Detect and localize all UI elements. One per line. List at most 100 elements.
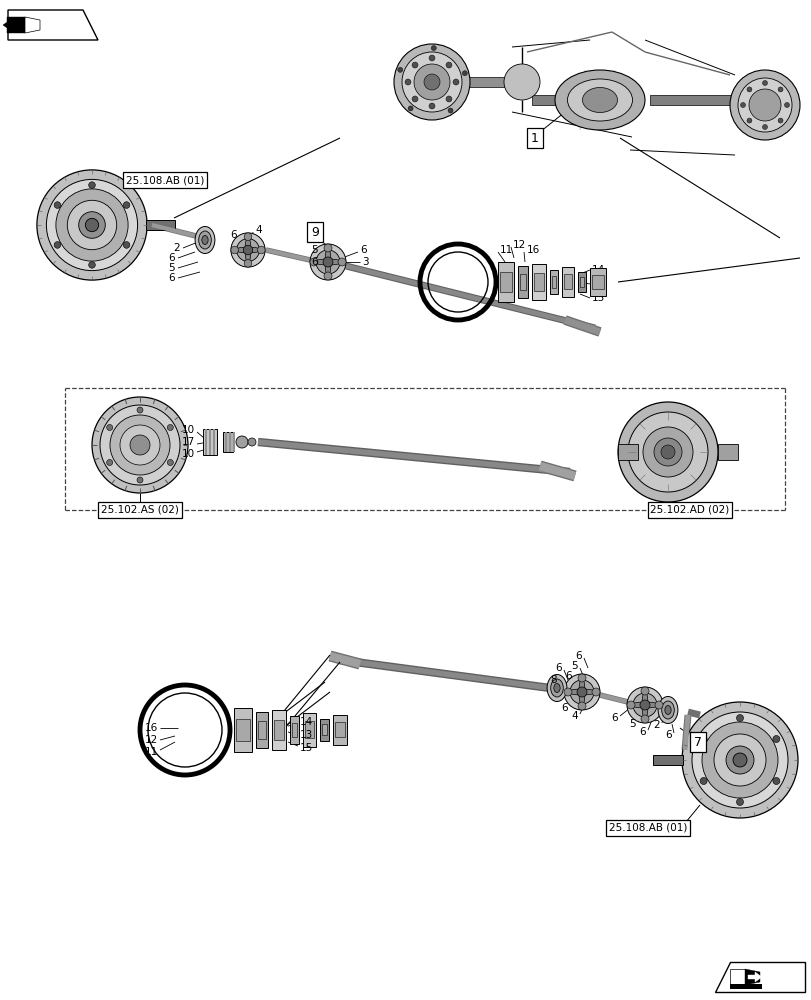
Circle shape bbox=[324, 244, 332, 252]
Text: 16: 16 bbox=[144, 723, 158, 733]
Circle shape bbox=[762, 81, 766, 86]
Text: 10: 10 bbox=[182, 425, 195, 435]
Circle shape bbox=[577, 687, 586, 697]
Circle shape bbox=[236, 436, 247, 448]
Text: 25.108.AB (01): 25.108.AB (01) bbox=[608, 823, 686, 833]
Circle shape bbox=[337, 258, 345, 266]
Circle shape bbox=[405, 79, 410, 85]
Circle shape bbox=[453, 79, 458, 85]
Text: 7: 7 bbox=[693, 735, 702, 748]
Bar bbox=[234, 708, 251, 752]
Circle shape bbox=[310, 244, 345, 280]
Circle shape bbox=[777, 118, 782, 123]
Circle shape bbox=[428, 55, 435, 61]
Text: 6: 6 bbox=[230, 230, 237, 240]
Circle shape bbox=[772, 778, 779, 784]
Text: 2: 2 bbox=[174, 243, 180, 253]
Text: 15: 15 bbox=[299, 743, 313, 753]
Bar bbox=[561, 267, 573, 297]
Bar bbox=[517, 266, 527, 298]
Circle shape bbox=[244, 259, 251, 267]
Bar bbox=[208, 429, 211, 455]
Bar bbox=[333, 715, 346, 745]
Ellipse shape bbox=[661, 701, 673, 719]
Circle shape bbox=[431, 46, 436, 51]
Circle shape bbox=[736, 798, 743, 805]
Polygon shape bbox=[714, 962, 804, 992]
Circle shape bbox=[461, 71, 467, 76]
Circle shape bbox=[137, 407, 143, 413]
Text: 6: 6 bbox=[638, 727, 646, 737]
Circle shape bbox=[746, 118, 751, 123]
Text: 11: 11 bbox=[500, 245, 513, 255]
Text: 6: 6 bbox=[311, 257, 318, 267]
Ellipse shape bbox=[657, 696, 677, 723]
Circle shape bbox=[423, 74, 440, 90]
Text: 6: 6 bbox=[359, 245, 367, 255]
Circle shape bbox=[230, 233, 264, 267]
Circle shape bbox=[100, 405, 180, 485]
Circle shape bbox=[633, 693, 656, 717]
Ellipse shape bbox=[642, 691, 647, 719]
Text: 12: 12 bbox=[513, 240, 526, 250]
Text: 10: 10 bbox=[182, 449, 195, 459]
Ellipse shape bbox=[245, 237, 251, 263]
Ellipse shape bbox=[234, 247, 261, 253]
Bar bbox=[652, 755, 682, 765]
Text: 13: 13 bbox=[299, 730, 313, 740]
Bar bbox=[649, 95, 759, 105]
Circle shape bbox=[702, 722, 777, 798]
Circle shape bbox=[654, 701, 663, 709]
Ellipse shape bbox=[567, 79, 632, 121]
Circle shape bbox=[244, 233, 251, 240]
Circle shape bbox=[167, 460, 173, 466]
Circle shape bbox=[732, 753, 746, 767]
Bar bbox=[497, 262, 513, 302]
Ellipse shape bbox=[554, 70, 644, 130]
Circle shape bbox=[691, 712, 787, 808]
Bar bbox=[236, 719, 250, 741]
Circle shape bbox=[36, 170, 147, 280]
Circle shape bbox=[92, 397, 188, 493]
Circle shape bbox=[681, 702, 797, 818]
Circle shape bbox=[740, 103, 744, 108]
Text: 8: 8 bbox=[550, 675, 556, 685]
Text: 6: 6 bbox=[611, 713, 617, 723]
Circle shape bbox=[236, 239, 259, 261]
Text: 6: 6 bbox=[575, 651, 581, 661]
Bar bbox=[233, 432, 234, 452]
Circle shape bbox=[243, 245, 252, 255]
Circle shape bbox=[88, 262, 95, 268]
Text: 12: 12 bbox=[144, 735, 158, 745]
Bar bbox=[590, 268, 605, 296]
Circle shape bbox=[130, 435, 150, 455]
Bar bbox=[273, 720, 284, 740]
Text: 3: 3 bbox=[362, 257, 368, 267]
Bar bbox=[617, 444, 637, 460]
Bar bbox=[272, 710, 285, 750]
Polygon shape bbox=[25, 17, 40, 33]
Circle shape bbox=[713, 734, 765, 786]
Bar bbox=[305, 721, 314, 738]
Bar bbox=[531, 95, 599, 105]
Bar bbox=[564, 274, 571, 289]
Text: 11: 11 bbox=[144, 747, 158, 757]
Circle shape bbox=[323, 257, 333, 267]
Text: 5: 5 bbox=[311, 245, 318, 255]
Circle shape bbox=[324, 272, 332, 280]
Circle shape bbox=[414, 64, 449, 100]
Ellipse shape bbox=[581, 88, 616, 113]
Text: 16: 16 bbox=[526, 245, 539, 255]
Ellipse shape bbox=[664, 706, 671, 714]
Circle shape bbox=[577, 674, 586, 682]
Bar bbox=[534, 273, 543, 291]
Bar bbox=[519, 274, 526, 290]
Circle shape bbox=[626, 687, 663, 723]
Ellipse shape bbox=[568, 689, 595, 695]
Circle shape bbox=[762, 125, 766, 130]
Text: 4: 4 bbox=[571, 711, 577, 721]
Circle shape bbox=[627, 412, 707, 492]
Bar bbox=[549, 270, 557, 294]
Bar bbox=[320, 719, 328, 741]
Ellipse shape bbox=[314, 259, 341, 265]
